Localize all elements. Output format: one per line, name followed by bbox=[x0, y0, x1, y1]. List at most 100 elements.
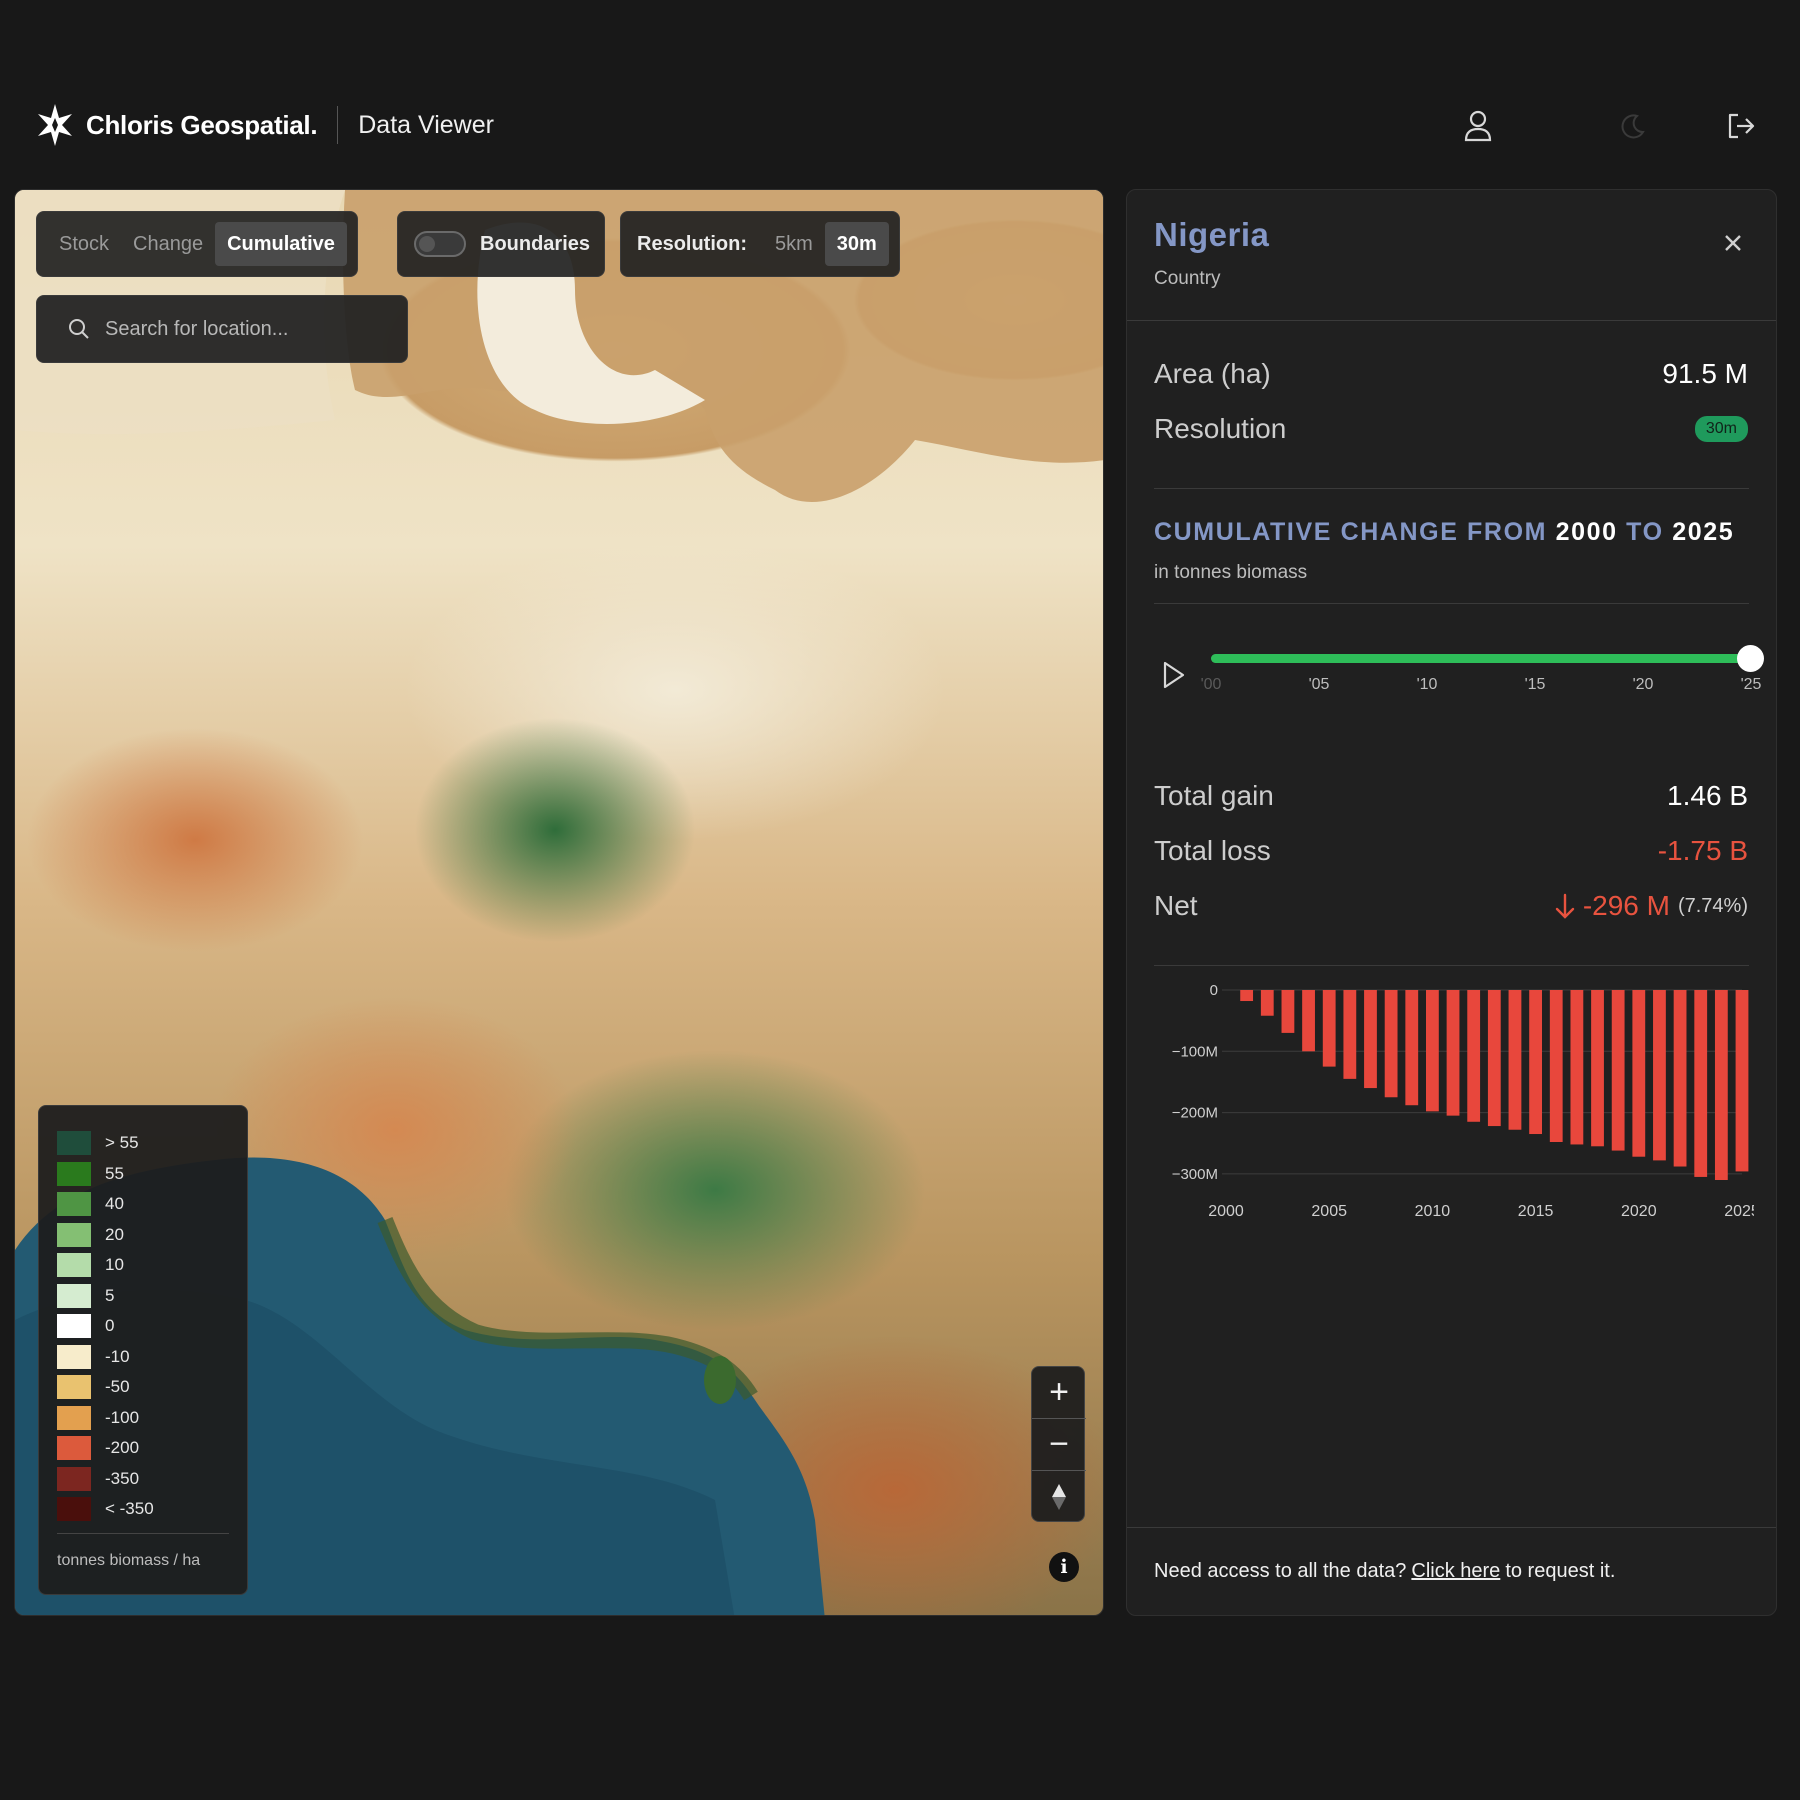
legend-label: > 55 bbox=[105, 1133, 139, 1153]
divider bbox=[1154, 965, 1749, 966]
legend-swatch bbox=[57, 1253, 91, 1278]
request-access-link[interactable]: Click here bbox=[1411, 1560, 1501, 1582]
legend-swatch bbox=[57, 1314, 91, 1339]
chart-bar bbox=[1281, 990, 1295, 1033]
chart-bar bbox=[1426, 990, 1439, 1112]
slider-tick: '15 bbox=[1524, 676, 1546, 693]
data-access-footer: Need access to all the data? Click here … bbox=[1127, 1527, 1776, 1615]
legend-label: 5 bbox=[105, 1285, 115, 1305]
to-year: 2025 bbox=[1672, 518, 1735, 546]
legend-item: 20 bbox=[57, 1220, 229, 1251]
chart-x-tick: 2000 bbox=[1208, 1203, 1244, 1220]
chart-bar bbox=[1714, 990, 1728, 1180]
legend-item: -350 bbox=[57, 1464, 229, 1495]
cumulative-title: CUMULATIVE CHANGE FROM 2000 TO 2025 bbox=[1154, 518, 1734, 547]
chart-bar bbox=[1570, 990, 1584, 1145]
arrow-down-icon bbox=[1555, 893, 1575, 919]
brand-divider bbox=[337, 106, 339, 144]
chart-y-tick: 0 bbox=[1210, 982, 1218, 999]
total-loss-value: -1.75 B bbox=[1657, 835, 1748, 866]
chart-bar bbox=[1322, 990, 1336, 1067]
resolution-30m[interactable]: 30m bbox=[824, 222, 889, 266]
tab-stock[interactable]: Stock bbox=[59, 233, 110, 255]
chart-y-tick: −200M bbox=[1172, 1105, 1218, 1122]
resolution-control: Resolution: 5km 30m bbox=[620, 211, 900, 277]
chart-y-tick: −100M bbox=[1172, 1043, 1218, 1060]
moon-icon[interactable] bbox=[1615, 108, 1651, 144]
area-label: Area (ha) bbox=[1154, 358, 1271, 389]
resolution-label: Resolution: bbox=[637, 232, 747, 255]
legend-swatch bbox=[57, 1466, 91, 1491]
compass-icon bbox=[1052, 1484, 1066, 1510]
close-icon[interactable] bbox=[1718, 228, 1748, 258]
legend-swatch bbox=[57, 1375, 91, 1400]
tab-cumulative[interactable]: Cumulative bbox=[215, 222, 347, 266]
legend-swatch bbox=[57, 1436, 91, 1461]
slider-handle[interactable] bbox=[1737, 645, 1764, 672]
chart-bar bbox=[1467, 990, 1481, 1122]
area-value: 91.5 M bbox=[1662, 358, 1748, 389]
legend-item: -10 bbox=[57, 1342, 229, 1373]
legend-label: 20 bbox=[105, 1224, 124, 1244]
chart-x-tick: 2005 bbox=[1311, 1203, 1347, 1220]
map-legend: > 55 55 40 20 10 5 0 -10 -50 -100 -200 -350 < -350 t… bbox=[38, 1105, 248, 1595]
total-gain-label: Total gain bbox=[1154, 780, 1274, 811]
chart-bar bbox=[1735, 990, 1749, 1172]
brand[interactable]: Chloris Geospatial. Data Viewer bbox=[32, 102, 494, 148]
user-icon[interactable] bbox=[1460, 108, 1496, 144]
year-slider[interactable] bbox=[1211, 645, 1764, 672]
area-row: Area (ha) 91.5 M bbox=[1154, 358, 1748, 390]
legend-item: -100 bbox=[57, 1403, 229, 1434]
cumulative-unit: in tonnes biomass bbox=[1154, 562, 1308, 583]
compass-button[interactable] bbox=[1032, 1471, 1086, 1523]
info-button[interactable]: i bbox=[1049, 1552, 1079, 1582]
chart-y-tick: −300M bbox=[1172, 1166, 1218, 1183]
resolution-row-label: Resolution bbox=[1154, 413, 1287, 444]
legend-unit: tonnes biomass / ha bbox=[57, 1533, 229, 1570]
resolution-row: Resolution 30m bbox=[1154, 413, 1748, 445]
legend-item: -50 bbox=[57, 1372, 229, 1403]
legend-item: 55 bbox=[57, 1159, 229, 1190]
zoom-out-button[interactable]: − bbox=[1032, 1419, 1086, 1471]
chart-bar bbox=[1343, 990, 1357, 1079]
legend-label: 40 bbox=[105, 1194, 124, 1214]
legend-label: -200 bbox=[105, 1438, 140, 1458]
net-row: Net -296 M (7.74%) bbox=[1154, 890, 1748, 922]
chart-bar bbox=[1260, 990, 1274, 1016]
boundaries-control: Boundaries bbox=[397, 211, 606, 277]
mode-switcher: Stock Change Cumulative bbox=[36, 211, 358, 277]
legend-swatch bbox=[57, 1131, 91, 1156]
chart-x-tick: 2020 bbox=[1621, 1203, 1657, 1220]
play-icon[interactable] bbox=[1161, 660, 1187, 690]
slider-ticks: '00 '05 '10 '15 '20 '25 bbox=[1201, 676, 1762, 700]
legend-swatch bbox=[57, 1222, 91, 1247]
logout-icon[interactable] bbox=[1724, 108, 1760, 144]
chart-bar bbox=[1364, 990, 1377, 1089]
chart-bar bbox=[1549, 990, 1563, 1142]
legend-item: 40 bbox=[57, 1189, 229, 1220]
map-view[interactable]: Stock Change Cumulative Boundaries Resol… bbox=[14, 189, 1104, 1616]
from-year: 2000 bbox=[1555, 518, 1618, 546]
search-icon bbox=[69, 319, 89, 339]
resolution-5km[interactable]: 5km bbox=[775, 233, 813, 255]
chart-bar bbox=[1240, 990, 1254, 1002]
resolution-badge: 30m bbox=[1694, 416, 1748, 442]
divider bbox=[1127, 320, 1776, 321]
legend-label: 10 bbox=[105, 1255, 124, 1275]
footer-suffix: to request it. bbox=[1505, 1560, 1616, 1582]
slider-tick: '25 bbox=[1740, 676, 1762, 693]
legend-label: 55 bbox=[105, 1163, 124, 1183]
chart-bar bbox=[1384, 990, 1398, 1098]
chart-bar bbox=[1302, 990, 1315, 1052]
cumulative-bar-chart: 0 −100M −200M −300M 2000 2005 2010 2015 2020 2025 bbox=[1172, 982, 1754, 1220]
zoom-in-button[interactable]: + bbox=[1032, 1367, 1086, 1419]
legend-item: 0 bbox=[57, 1311, 229, 1342]
search-input[interactable] bbox=[105, 317, 385, 341]
toggle-knob bbox=[419, 236, 435, 252]
legend-label: -10 bbox=[105, 1346, 130, 1366]
chart-x-tick: 2025 bbox=[1724, 1203, 1754, 1220]
total-gain-row: Total gain 1.46 B bbox=[1154, 780, 1748, 812]
boundaries-toggle[interactable] bbox=[414, 231, 466, 257]
footer-text: Need access to all the data? bbox=[1154, 1560, 1407, 1582]
tab-change[interactable]: Change bbox=[133, 233, 204, 255]
